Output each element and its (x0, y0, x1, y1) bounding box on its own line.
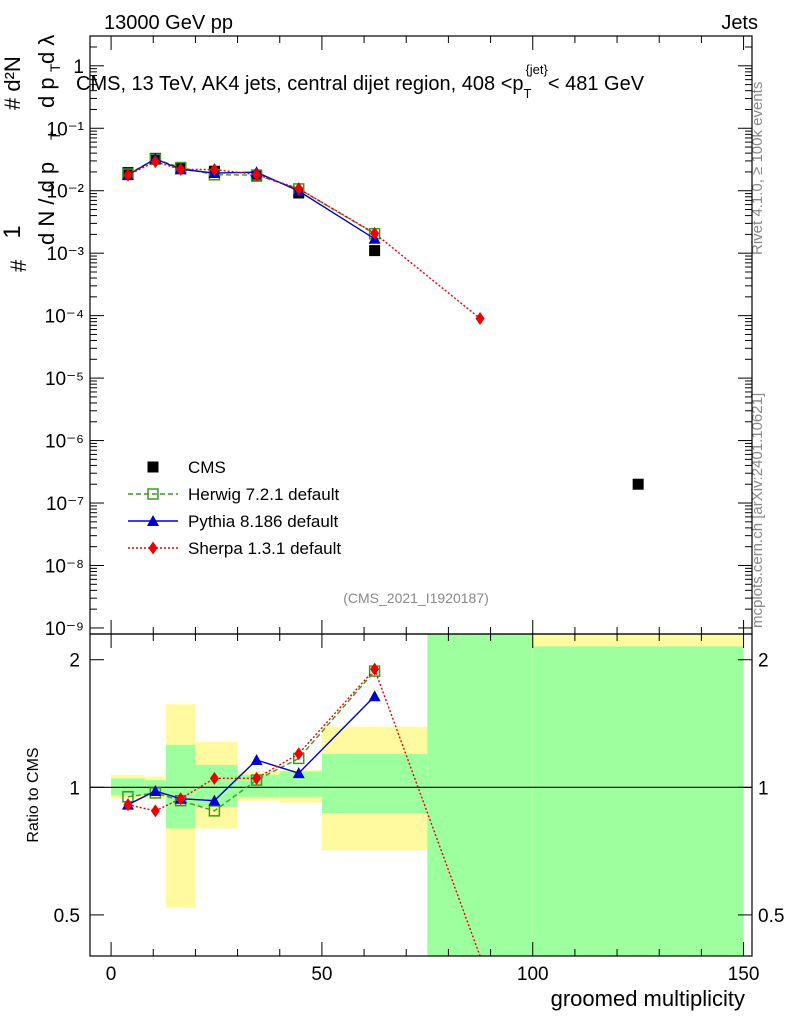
ratio-y-tick-label: 0.5 (54, 906, 80, 927)
uncertainty-bands (111, 634, 744, 956)
header-right: Jets (721, 12, 758, 34)
data-point (632, 478, 644, 490)
data-point (252, 771, 262, 785)
legend-label: Herwig 7.2.1 default (188, 485, 339, 504)
analysis-id: (CMS_2021_I1920187) (343, 590, 489, 606)
data-point (368, 690, 381, 702)
side-mcplots-label: mcplots.cern.ch [arXiv:2401.10621] (749, 393, 766, 628)
y-tick-label: 1 (73, 57, 84, 78)
y-tick-label: 10⁻⁵ (45, 369, 84, 390)
ratio-y-tick-label-right: 2 (758, 651, 769, 672)
y-tick-label: 10⁻² (47, 182, 85, 203)
ratio-y-tick-label-right: 0.5 (758, 906, 784, 927)
ylabel-den2: d p (34, 77, 59, 108)
main-plot-layer (121, 152, 644, 490)
green-band (111, 778, 145, 795)
green-band (165, 744, 196, 829)
ratio-ylabel: Ratio to CMS (25, 747, 42, 842)
x-axis-label: groomed multiplicity (551, 986, 745, 1011)
x-tick-label: 100 (517, 964, 549, 985)
ylabel-num2: # d²N (0, 56, 25, 110)
data-point (208, 794, 221, 806)
plot-title: CMS, 13 TeV, AK4 jets, central dijet reg… (76, 62, 645, 101)
main-ylabel: 1 # d N / d p T # d²N d p T d λ (0, 35, 63, 272)
data-point (176, 792, 186, 806)
title-sup: {jet} (525, 62, 548, 77)
ratio-plot-layer (121, 662, 481, 957)
legend-label: CMS (188, 458, 226, 477)
y-tick-label: 10⁻⁴ (45, 307, 84, 328)
data-point (292, 767, 305, 779)
data-point (147, 515, 159, 526)
title-sub: T (524, 86, 532, 101)
data-point (123, 798, 133, 812)
data-point (370, 226, 380, 240)
data-point (369, 245, 381, 257)
data-point (208, 805, 221, 817)
data-point (209, 771, 219, 785)
x-tick-label: 50 (311, 964, 332, 985)
axis-ticks: 1 10⁻¹ 10⁻² 10⁻³ 10⁻⁴ 10⁻⁵ 10⁻⁶ 10⁻⁷ 10⁻⁸ 10⁻⁹ 0.5… (45, 35, 784, 985)
y-tick-label: 10⁻⁸ (45, 556, 84, 577)
legend-label: Sherpa 1.3.1 default (188, 539, 341, 558)
ratio-y-tick-label-right: 1 (758, 778, 769, 799)
data-point (209, 163, 219, 177)
ylabel-den2-tail: d λ (34, 35, 59, 64)
title-after: < 481 GeV (548, 73, 645, 95)
data-point (150, 155, 160, 169)
data-point (370, 662, 380, 676)
y-tick-label: 10⁻⁷ (46, 494, 84, 515)
data-point (123, 168, 133, 182)
header-left: 13000 GeV pp (104, 12, 233, 34)
side-rivet-label: Rivet 4.1.0, ≥ 100k events (749, 82, 766, 255)
data-point (294, 747, 304, 761)
ylabel-den2-sub: T (47, 63, 63, 72)
data-point (250, 754, 263, 766)
legend: CMS Herwig 7.2.1 default Pythia 8.186 defa… (128, 458, 341, 558)
x-tick-label: 0 (106, 964, 117, 985)
ylabel-den: d N / d p (34, 162, 59, 245)
y-tick-label: 10⁻³ (47, 244, 85, 265)
series-line (127, 667, 481, 957)
data-point (148, 541, 158, 555)
y-tick-label: 10⁻⁹ (45, 619, 84, 640)
green-band (427, 634, 533, 956)
data-point (147, 488, 159, 500)
ratio-y-tick-label: 2 (69, 651, 80, 672)
y-tick-label: 10⁻¹ (47, 119, 85, 140)
legend-label: Pythia 8.186 default (188, 512, 339, 531)
data-point (147, 461, 159, 473)
ylabel-den-sub: T (47, 131, 63, 140)
green-band (321, 753, 428, 813)
data-point (150, 804, 160, 818)
title-before: CMS, 13 TeV, AK4 jets, central dijet reg… (76, 73, 524, 95)
y-tick-label: 10⁻⁶ (45, 432, 84, 453)
data-point (252, 167, 262, 181)
ylabel-hash: # (6, 259, 31, 272)
ratio-y-tick-label: 1 (69, 778, 80, 799)
data-point (149, 785, 162, 797)
data-point (294, 182, 304, 196)
data-point (475, 312, 485, 326)
ylabel-num: 1 (0, 225, 26, 238)
green-band (532, 646, 744, 956)
data-point (176, 162, 186, 176)
x-tick-label: 150 (728, 964, 760, 985)
ratio-frame (89, 633, 753, 957)
